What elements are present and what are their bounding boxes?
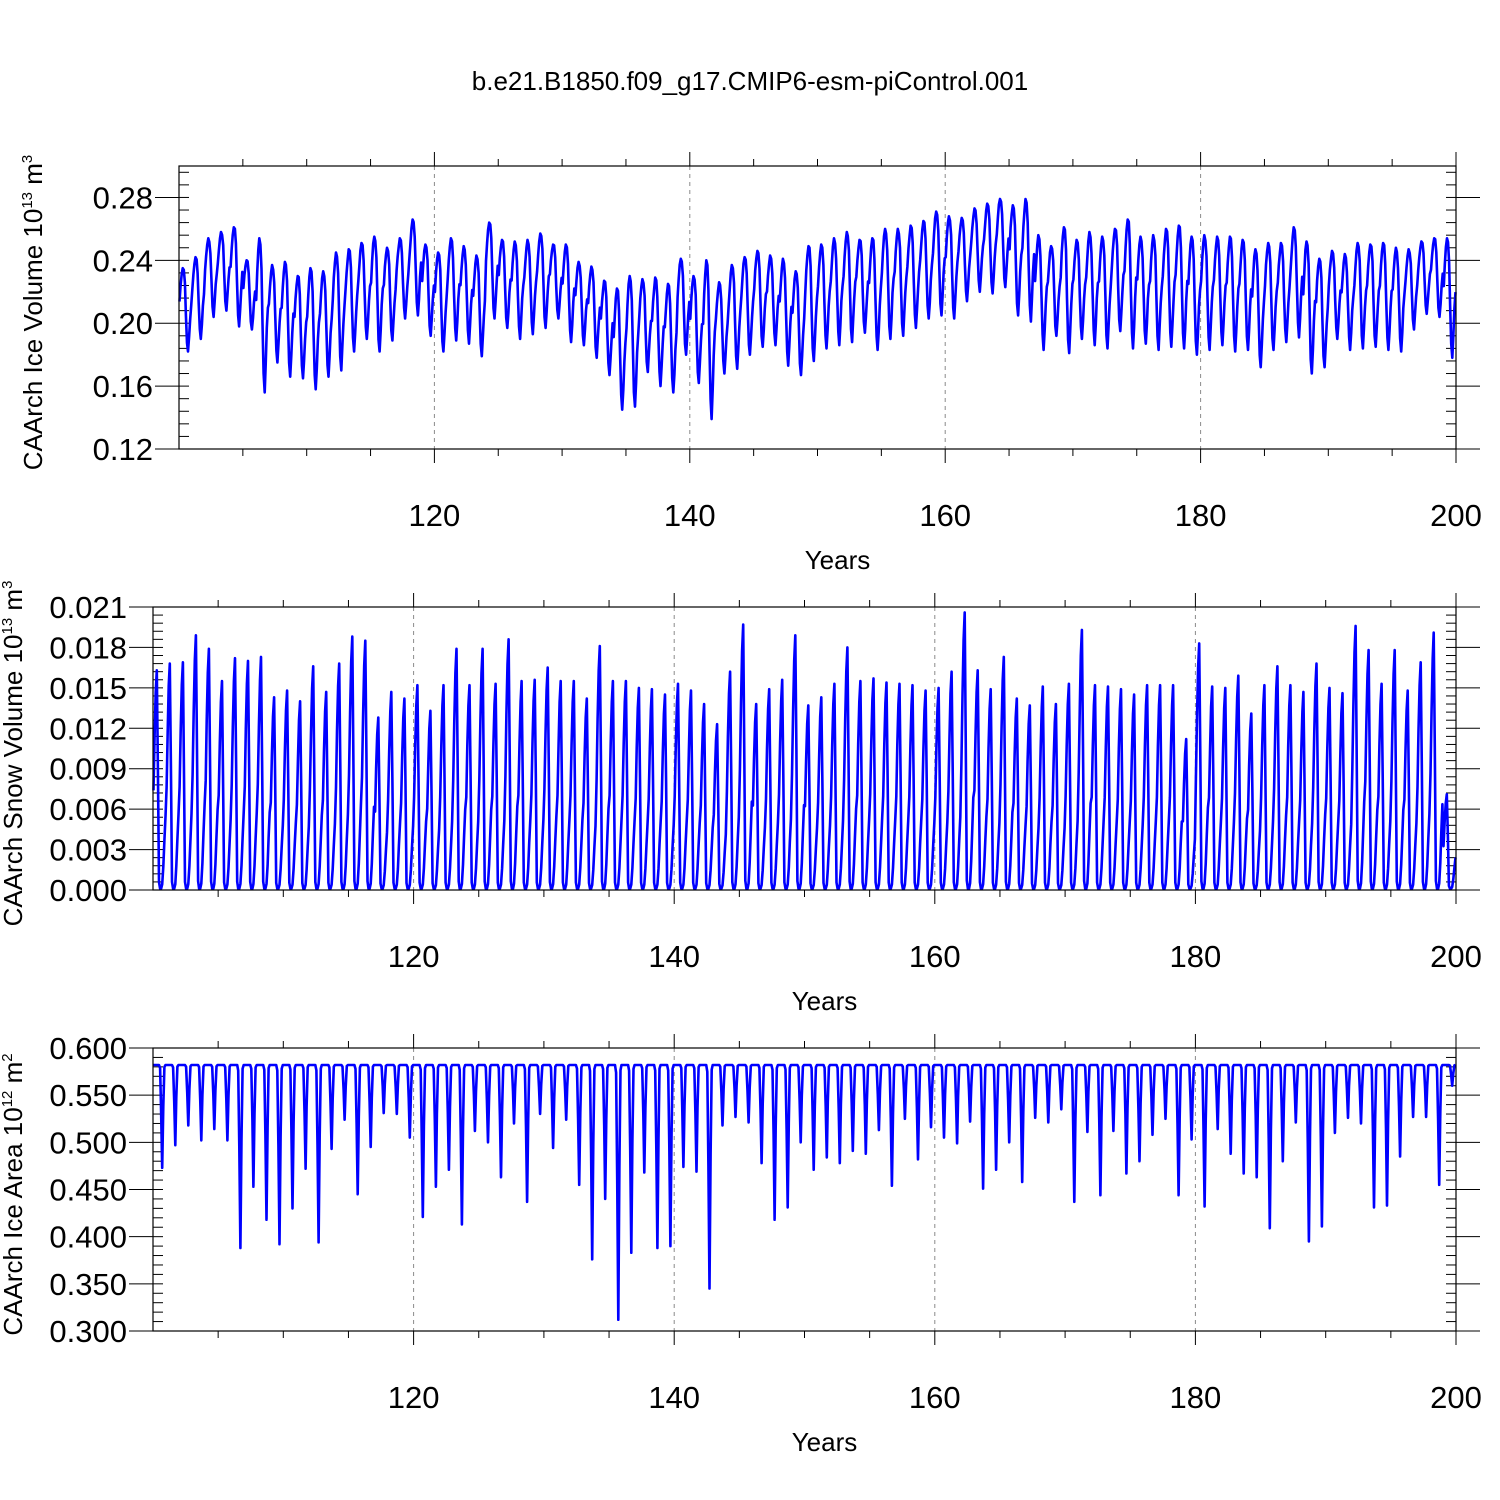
panel-ice-area: 0.300 0.350 0.400 0.450 0.500 0.550 0.600 120 14…	[0, 1031, 1482, 1457]
y-axis-label-main: CAArch Ice Volume 10	[18, 209, 48, 471]
y-tick-label: 0.20	[93, 306, 153, 341]
y-tick-label: 0.006	[49, 792, 127, 827]
y-axis-label: CAArch Ice Volume 1013 m3	[18, 155, 48, 471]
y-tick-label: 0.009	[49, 752, 127, 787]
x-tick-label: 160	[909, 1380, 961, 1415]
y-axis-label-exponent: 13	[19, 192, 36, 209]
y-tick-label: 0.450	[49, 1173, 127, 1208]
y-tick-label: 0.400	[49, 1220, 127, 1255]
y-axis-label-unit: m	[0, 589, 28, 618]
y-tick-label: 0.550	[49, 1078, 127, 1113]
y-axis-label-unit-exponent: 3	[19, 155, 36, 163]
panel-snow-volume: 0.000 0.003 0.006 0.009 0.012 0.015 0.018 0.021…	[0, 581, 1482, 1016]
y-tick-label: 0.16	[93, 369, 153, 404]
y-axis-label-unit-exponent: 2	[0, 1053, 16, 1061]
y-axis-label: CAArch Ice Area 1012 m2	[0, 1053, 28, 1335]
figure-title: b.e21.B1850.f09_g17.CMIP6-esm-piControl.…	[471, 66, 1029, 96]
x-tick-label: 160	[919, 498, 971, 533]
x-tick-label: 140	[664, 498, 716, 533]
x-tick-label: 200	[1430, 1380, 1482, 1415]
y-tick-label: 0.012	[49, 711, 127, 746]
x-tick-label: 200	[1430, 498, 1482, 533]
y-axis-label-exponent: 12	[0, 1091, 16, 1108]
x-tick-label: 180	[1170, 939, 1222, 974]
plot-frame	[152, 1047, 1457, 1332]
y-tick-label: 0.350	[49, 1267, 127, 1302]
y-axis-label-exponent: 13	[0, 618, 16, 635]
y-tick-label: 0.300	[49, 1314, 127, 1349]
x-tick-label: 180	[1175, 498, 1227, 533]
y-axis-label-main: CAArch Snow Volume 10	[0, 634, 28, 926]
plot-frame	[178, 165, 1457, 450]
x-tick-label: 200	[1430, 939, 1482, 974]
y-tick-label: 0.28	[93, 180, 153, 215]
x-tick-label: 140	[648, 939, 700, 974]
y-tick-label: 0.24	[93, 243, 153, 278]
x-tick-label: 180	[1170, 1380, 1222, 1415]
series-line-snow-volume	[152, 611, 1457, 891]
y-axis-label-unit: m	[0, 1062, 28, 1091]
y-axis-label-unit: m	[18, 163, 48, 192]
panel-ice-volume: 0.12 0.16 0.20 0.24 0.28 120 140 160 180 200 Years…	[18, 152, 1482, 575]
plot-frame	[152, 606, 1457, 891]
y-axis-label-main: CAArch Ice Area 10	[0, 1107, 28, 1335]
y-tick-label: 0.021	[49, 590, 127, 625]
x-tick-label: 120	[388, 1380, 440, 1415]
y-tick-label: 0.12	[93, 432, 153, 467]
x-axis-label: Years	[805, 545, 871, 575]
y-tick-label: 0.600	[49, 1031, 127, 1066]
x-axis-label: Years	[792, 986, 858, 1016]
y-tick-label: 0.500	[49, 1125, 127, 1160]
y-axis-label: CAArch Snow Volume 1013 m3	[0, 581, 28, 927]
y-tick-label: 0.000	[49, 873, 127, 908]
y-tick-label: 0.015	[49, 671, 127, 706]
x-tick-label: 140	[648, 1380, 700, 1415]
x-tick-label: 160	[909, 939, 961, 974]
y-tick-label: 0.018	[49, 630, 127, 665]
y-tick-label: 0.003	[49, 833, 127, 868]
series-line-ice-area	[153, 1063, 1456, 1321]
x-tick-label: 120	[409, 498, 461, 533]
series-line-ice-volume	[178, 197, 1457, 421]
y-axis-label-unit-exponent: 3	[0, 581, 16, 589]
x-tick-label: 120	[388, 939, 440, 974]
x-axis-label: Years	[792, 1427, 858, 1457]
